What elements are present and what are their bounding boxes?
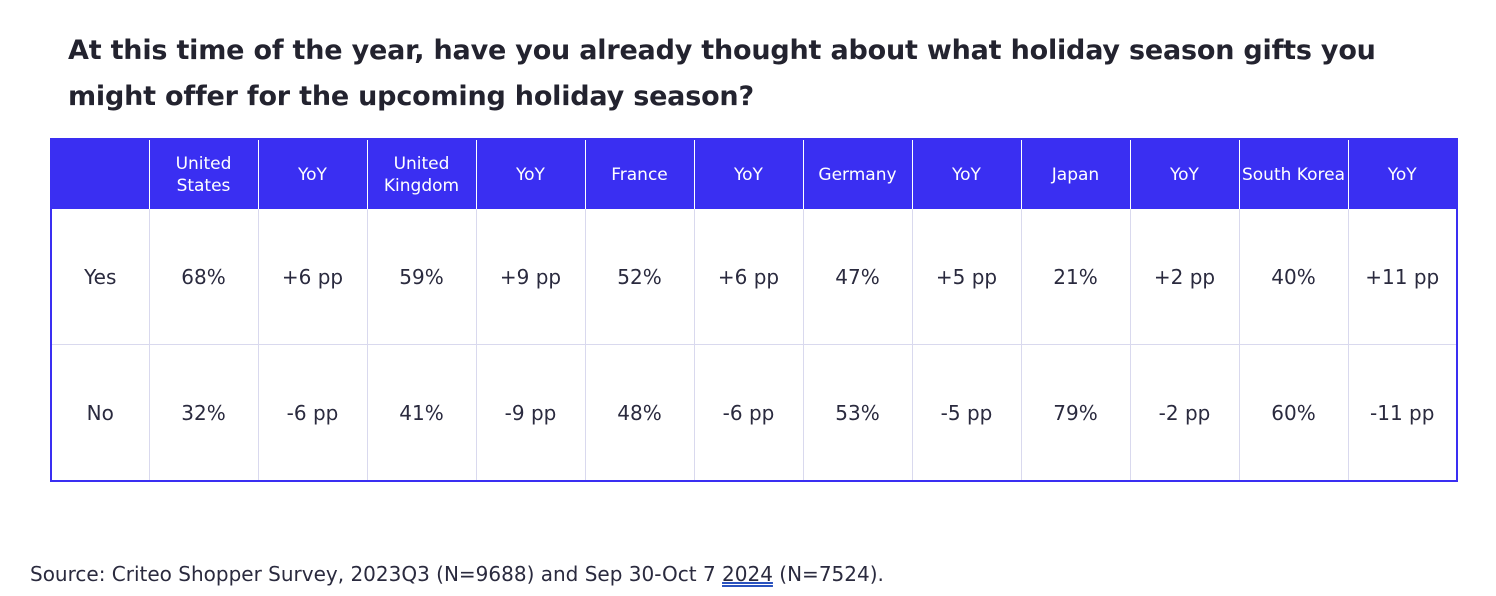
table-row-no: No 32% -6 pp 41% -9 pp 48% -6 pp 53% -5 … bbox=[51, 344, 1457, 481]
table-cell: -6 pp bbox=[257, 344, 367, 481]
table-cell: 21% bbox=[1020, 209, 1130, 345]
header-cell-yoy-uk: YoY bbox=[475, 139, 585, 209]
header-cell-blank bbox=[51, 139, 149, 209]
source-sample-size: (N=7524). bbox=[772, 562, 884, 586]
table-cell: 68% bbox=[148, 209, 258, 345]
table-header-row: United States YoY United Kingdom YoY Fra… bbox=[51, 139, 1457, 209]
header-cell-yoy-us: YoY bbox=[257, 139, 367, 209]
table-cell: 52% bbox=[584, 209, 694, 345]
table-cell: 32% bbox=[148, 344, 258, 481]
header-cell-germany: Germany bbox=[802, 139, 912, 209]
table-cell: +11 pp bbox=[1347, 209, 1457, 345]
survey-results-table: United States YoY United Kingdom YoY Fra… bbox=[50, 138, 1458, 482]
table-cell: +6 pp bbox=[693, 209, 803, 345]
table-cell: 40% bbox=[1238, 209, 1348, 345]
table-cell: -9 pp bbox=[475, 344, 585, 481]
source-note: Source: Criteo Shopper Survey, 2023Q3 (N… bbox=[30, 562, 884, 586]
table-cell: 60% bbox=[1238, 344, 1348, 481]
table-cell: -6 pp bbox=[693, 344, 803, 481]
header-cell-united-kingdom: United Kingdom bbox=[366, 139, 476, 209]
table-cell: -5 pp bbox=[911, 344, 1021, 481]
header-cell-yoy-france: YoY bbox=[693, 139, 803, 209]
row-label-no: No bbox=[51, 344, 149, 481]
table-cell: 59% bbox=[366, 209, 476, 345]
table-cell: -2 pp bbox=[1129, 344, 1239, 481]
header-cell-south-korea: South Korea bbox=[1238, 139, 1348, 209]
header-cell-japan: Japan bbox=[1020, 139, 1130, 209]
table-cell: 47% bbox=[802, 209, 912, 345]
table-cell: +2 pp bbox=[1129, 209, 1239, 345]
source-text: Source: Criteo Shopper Survey, 2023Q3 (N… bbox=[30, 562, 723, 586]
header-cell-france: France bbox=[584, 139, 694, 209]
table-cell: -11 pp bbox=[1347, 344, 1457, 481]
table-cell: +6 pp bbox=[257, 209, 367, 345]
header-cell-yoy-japan: YoY bbox=[1129, 139, 1239, 209]
table-cell: 79% bbox=[1020, 344, 1130, 481]
header-cell-united-states: United States bbox=[148, 139, 258, 209]
question-title: At this time of the year, have you alrea… bbox=[68, 35, 1376, 112]
table-cell: 48% bbox=[584, 344, 694, 481]
table-cell: +5 pp bbox=[911, 209, 1021, 345]
row-label-yes: Yes bbox=[84, 264, 117, 289]
table-cell: 53% bbox=[802, 344, 912, 481]
table-cell: +9 pp bbox=[475, 209, 585, 345]
header-cell-yoy-south-korea: YoY bbox=[1347, 139, 1457, 209]
header-cell-yoy-germany: YoY bbox=[911, 139, 1021, 209]
table-cell: 41% bbox=[366, 344, 476, 481]
source-year: 2024 bbox=[722, 562, 773, 586]
table-row-yes: Yes 68% +6 pp 59% +9 pp 52% +6 pp 47% +5… bbox=[51, 209, 1457, 345]
